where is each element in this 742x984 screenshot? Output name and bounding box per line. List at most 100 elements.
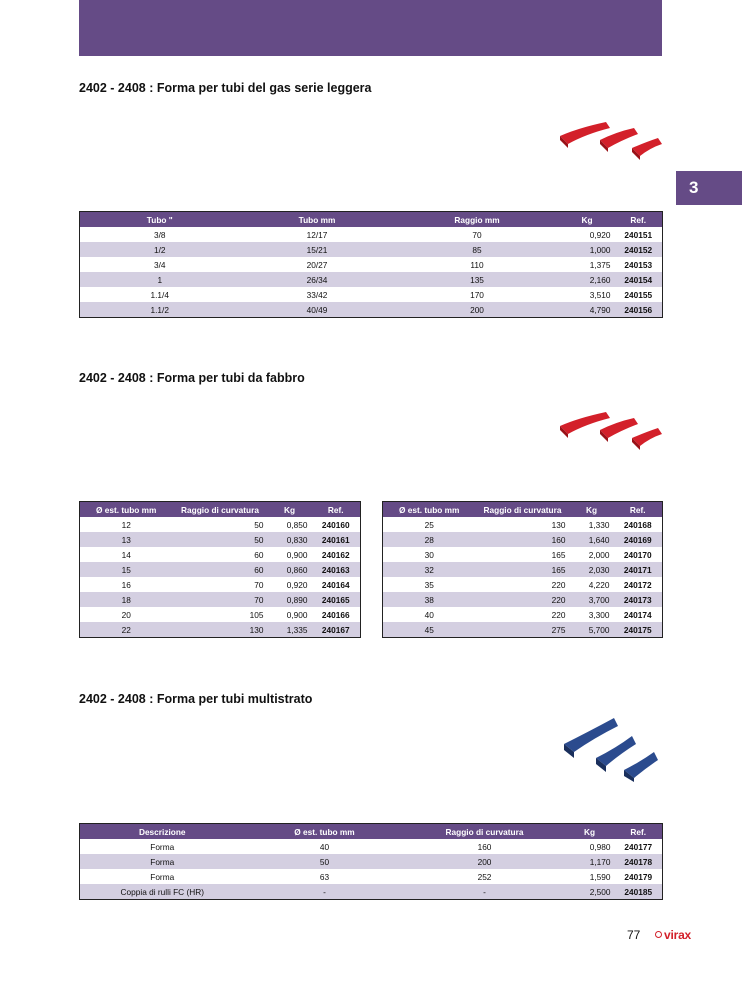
table-cell: 40/49 bbox=[239, 302, 395, 318]
table-cell: 0,850 bbox=[286, 519, 308, 530]
table-cell: Coppia di rulli FC (HR) bbox=[79, 884, 245, 900]
column-header: Raggio di curvatura bbox=[404, 823, 565, 839]
table-cell: 252 bbox=[477, 871, 492, 882]
table-row: 1 26/34 135 2,160 240154 bbox=[79, 272, 663, 287]
red-bending-former-image bbox=[560, 412, 662, 450]
table-cell: 15/21 bbox=[239, 242, 395, 257]
table-cell: 105 bbox=[249, 609, 264, 620]
table-cell: 22 bbox=[79, 622, 173, 638]
table-cell: 38 bbox=[382, 592, 476, 607]
reference-code: 240172 bbox=[623, 579, 652, 590]
table-cell: 60 bbox=[172, 562, 268, 577]
table-cell: 2,160 bbox=[559, 272, 615, 287]
table-cell: 1.1/4 bbox=[150, 289, 169, 300]
table-cell: 3,510 bbox=[589, 289, 611, 300]
chapter-tab[interactable]: 3 bbox=[676, 171, 742, 205]
table-row: 45 275 5,700 240175 bbox=[382, 622, 663, 638]
table-cell: 14 bbox=[121, 549, 131, 560]
brand-logo: virax bbox=[655, 928, 691, 942]
table-cell: 13 bbox=[79, 532, 173, 547]
reference-code: 240152 bbox=[614, 242, 663, 257]
reference-code: 240160 bbox=[321, 519, 350, 530]
table-row: 22 130 1,335 240167 bbox=[79, 622, 361, 638]
table-row: 14 60 0,900 240162 bbox=[80, 547, 361, 562]
table-cell: 32 bbox=[382, 562, 476, 577]
table-cell: 16 bbox=[121, 579, 131, 590]
table-cell: 1,375 bbox=[589, 259, 611, 270]
table-cell: 2,500 bbox=[564, 884, 615, 900]
table-cell: 45 bbox=[382, 622, 476, 638]
logo-ring-icon bbox=[655, 931, 662, 938]
table-cell: 1 bbox=[79, 272, 240, 287]
table-cell: 70 bbox=[472, 229, 482, 240]
table-header-row: Descrizione Ø est. tubo mm Raggio di cur… bbox=[79, 823, 663, 839]
table-row: 3/8 12/17 70 0,920 240151 bbox=[80, 227, 663, 242]
column-header: Kg bbox=[564, 823, 615, 839]
table-cell: 3/8 bbox=[153, 229, 166, 240]
table-cell: 20/27 bbox=[306, 259, 328, 270]
table-header-row: Ø est. tubo mm Raggio di curvatura Kg Re… bbox=[382, 501, 663, 517]
table-cell: 0,900 bbox=[286, 609, 308, 620]
table-row: 1.1/2 40/49 200 4,790 240156 bbox=[79, 302, 663, 318]
fabbro-table-left: Ø est. tubo mm Raggio di curvatura Kg Re… bbox=[79, 501, 361, 638]
table-cell: 220 bbox=[475, 592, 570, 607]
table-cell: 12/17 bbox=[306, 229, 328, 240]
table-cell: 0,980 bbox=[589, 841, 611, 852]
table-cell: 40 bbox=[319, 841, 330, 852]
table-cell: 25 bbox=[424, 519, 434, 530]
table-cell: 26/34 bbox=[239, 272, 395, 287]
table-cell: 275 bbox=[475, 622, 570, 638]
table-cell: 130 bbox=[551, 519, 566, 530]
table-cell: 0,920 bbox=[589, 229, 611, 240]
column-header: Ø est. tubo mm bbox=[79, 501, 173, 517]
table-cell: 15 bbox=[79, 562, 173, 577]
column-header: Ref. bbox=[311, 501, 361, 517]
table-cell: 0,900 bbox=[286, 549, 308, 560]
table-cell: 0,860 bbox=[267, 562, 312, 577]
table-cell: 35 bbox=[424, 579, 434, 590]
table-cell: 1,590 bbox=[589, 871, 611, 882]
reference-code: 240174 bbox=[623, 609, 652, 620]
table-cell: 85 bbox=[394, 242, 560, 257]
table-row: Forma 50 200 1,170 240178 bbox=[79, 854, 663, 869]
reference-code: 240154 bbox=[614, 272, 663, 287]
reference-code: 240170 bbox=[623, 549, 652, 560]
table-row: 16 70 0,920 240164 bbox=[80, 577, 361, 592]
blue-bending-former-image bbox=[564, 718, 658, 782]
table-cell: 200 bbox=[404, 854, 565, 869]
table-cell: 1,170 bbox=[564, 854, 615, 869]
column-header: Kg bbox=[569, 501, 614, 517]
table-cell: 170 bbox=[470, 289, 484, 300]
table-row: 12 50 0,850 240160 bbox=[80, 517, 361, 532]
table-cell: 2,030 bbox=[569, 562, 614, 577]
section-title-fabbro: 2402 - 2408 : Forma per tubi da fabbro bbox=[79, 371, 305, 385]
table-cell: 3/4 bbox=[153, 259, 166, 270]
table-row: 40 220 3,300 240174 bbox=[383, 607, 663, 622]
table-cell: 0,830 bbox=[267, 532, 312, 547]
table-cell: 18 bbox=[79, 592, 173, 607]
column-header: Descrizione bbox=[79, 823, 245, 839]
table-cell: 70 bbox=[172, 592, 268, 607]
table-row: 18 70 0,890 240165 bbox=[79, 592, 361, 607]
table-cell: 1,000 bbox=[559, 242, 615, 257]
table-row: 15 60 0,860 240163 bbox=[79, 562, 361, 577]
table-row: 38 220 3,700 240173 bbox=[382, 592, 663, 607]
reference-code: 240173 bbox=[613, 592, 663, 607]
table-row: 32 165 2,030 240171 bbox=[382, 562, 663, 577]
table-cell: 5,700 bbox=[569, 622, 614, 638]
reference-code: 240156 bbox=[614, 302, 663, 318]
table-row: Coppia di rulli FC (HR) - - 2,500 240185 bbox=[79, 884, 663, 900]
multistrato-table: Descrizione Ø est. tubo mm Raggio di cur… bbox=[79, 823, 663, 900]
table-row: 30 165 2,000 240170 bbox=[383, 547, 663, 562]
table-row: 1/2 15/21 85 1,000 240152 bbox=[79, 242, 663, 257]
column-header: Raggio di curvatura bbox=[475, 501, 570, 517]
gas-former-table: Tubo " Tubo mm Raggio mm Kg Ref. 3/8 12/… bbox=[79, 211, 663, 318]
column-header: Tubo mm bbox=[239, 211, 395, 227]
table-cell: 28 bbox=[382, 532, 476, 547]
column-header: Ø est. tubo mm bbox=[382, 501, 476, 517]
fabbro-table-right: Ø est. tubo mm Raggio di curvatura Kg Re… bbox=[382, 501, 663, 638]
table-cell: 70 bbox=[254, 579, 264, 590]
table-cell: 1,335 bbox=[267, 622, 312, 638]
section-title-multistrato: 2402 - 2408 : Forma per tubi multistrato bbox=[79, 692, 313, 706]
table-cell: 3,700 bbox=[569, 592, 614, 607]
